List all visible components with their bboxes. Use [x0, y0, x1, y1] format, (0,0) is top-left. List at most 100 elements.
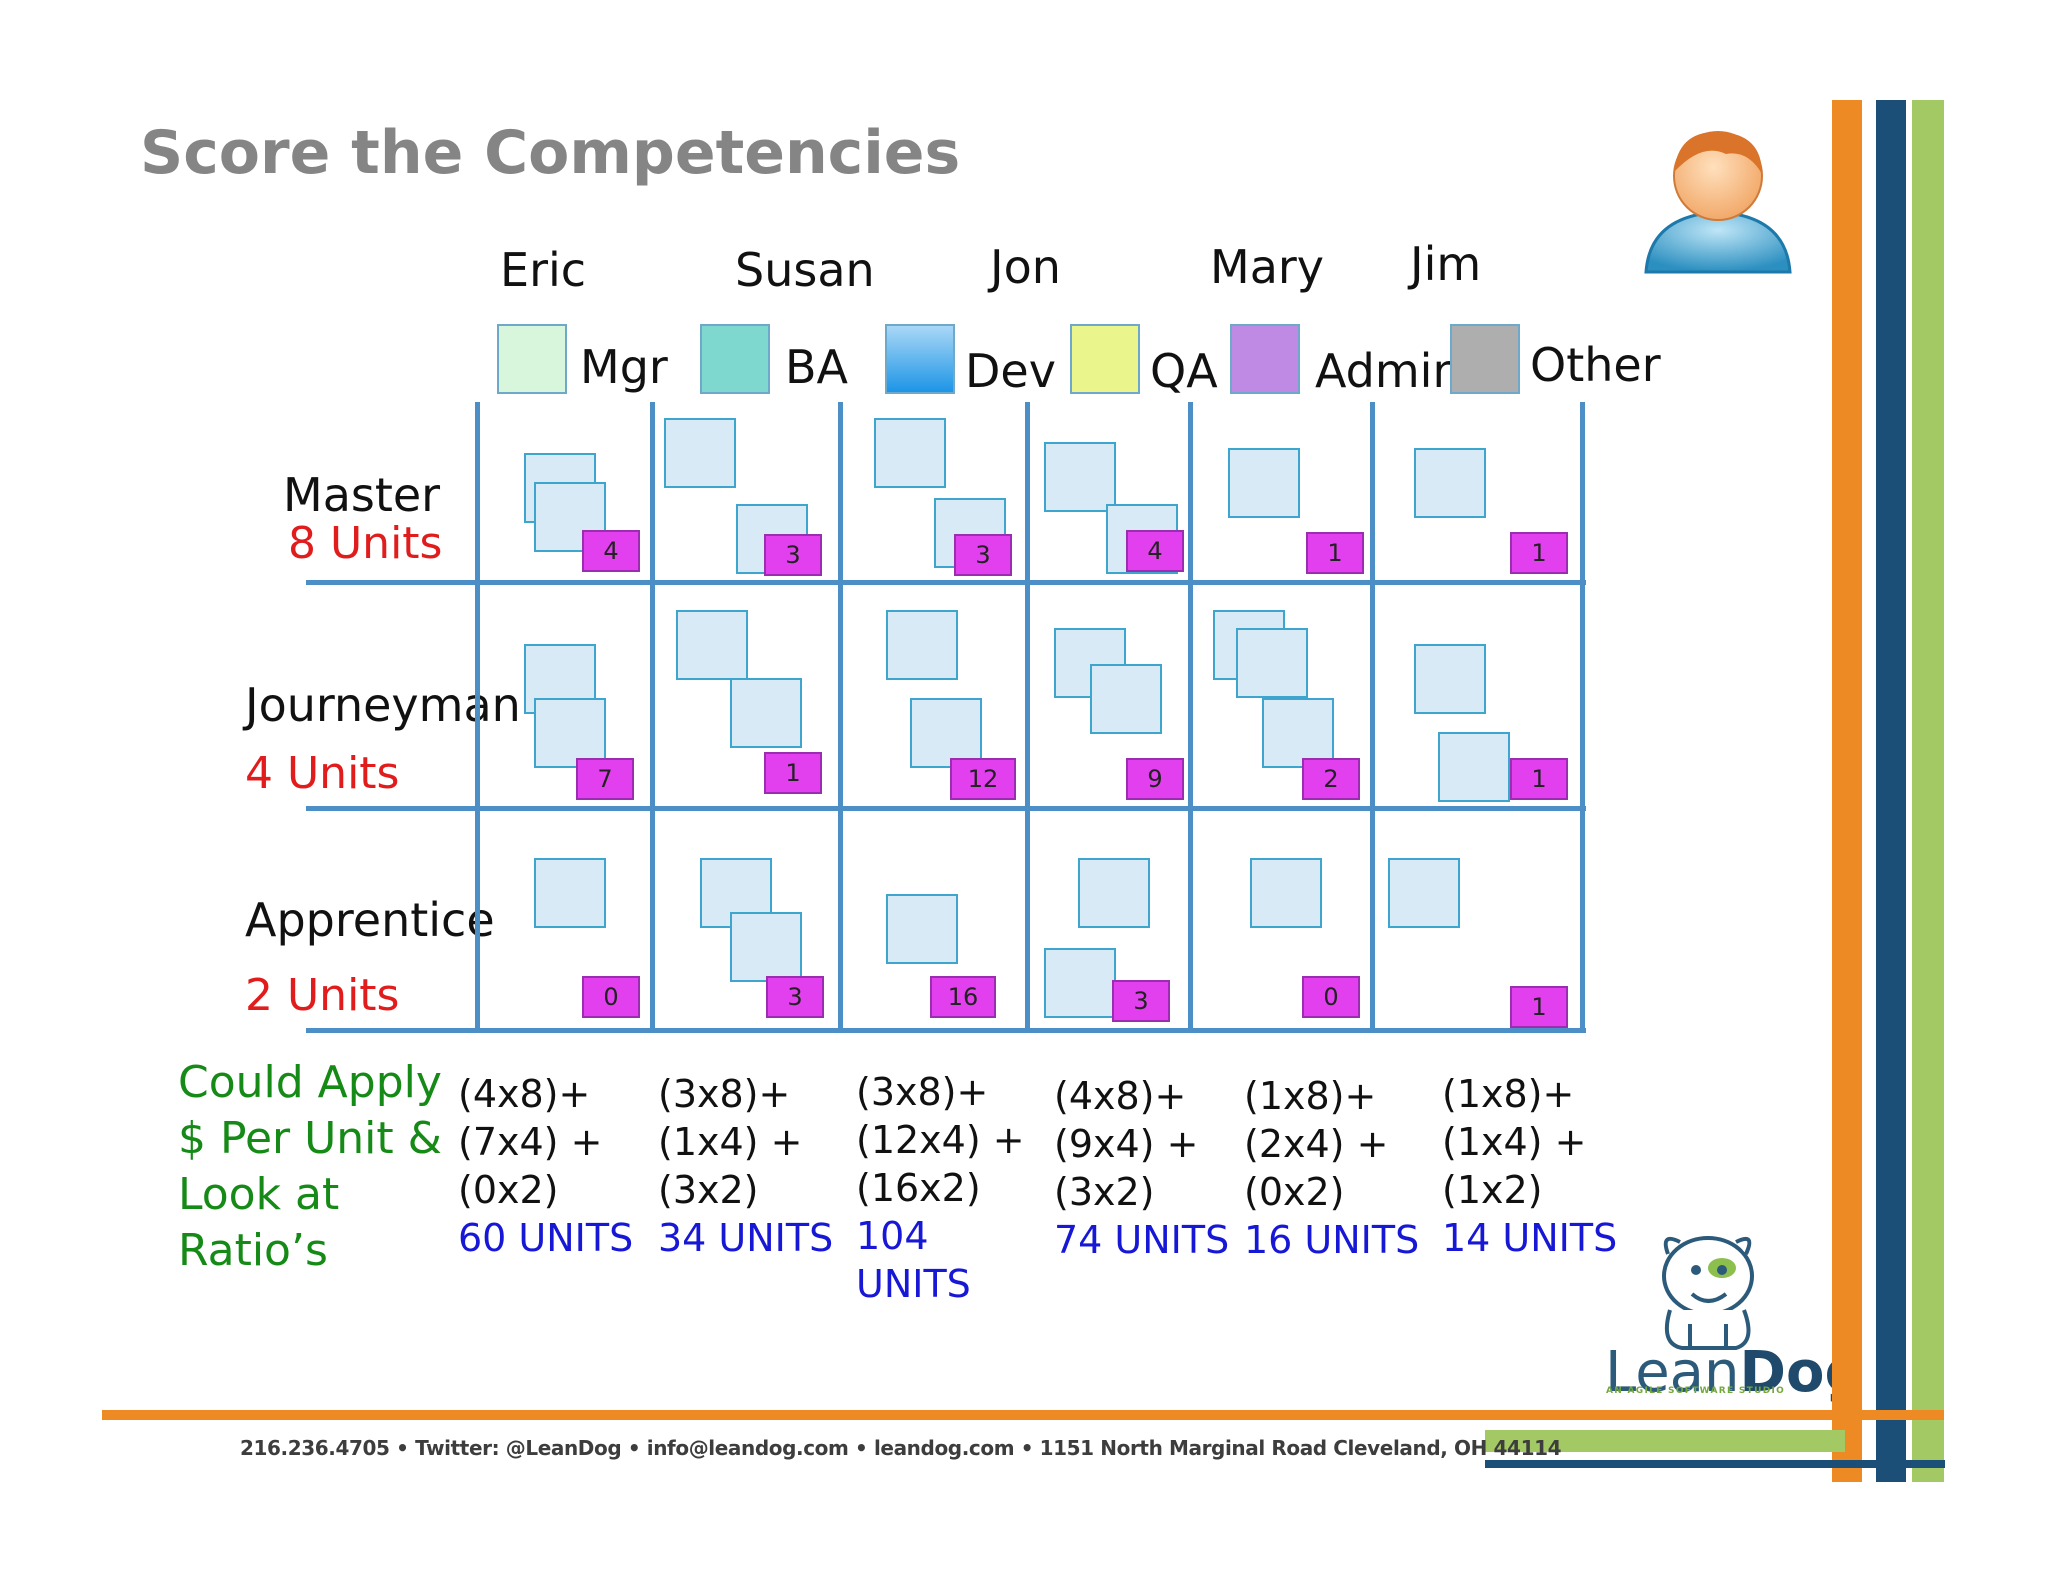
- count-badge: 1: [1510, 986, 1568, 1028]
- formula-master-term: (4x8)+: [1054, 1074, 1187, 1118]
- competency-card: [730, 912, 802, 982]
- grid-column-divider: [838, 402, 843, 1032]
- competency-card: [1438, 732, 1510, 802]
- person-eric: Eric: [500, 243, 587, 297]
- competency-card: [534, 858, 606, 928]
- legend-label-mgr: Mgr: [580, 340, 668, 394]
- ratio-note-line: Could Apply: [178, 1057, 442, 1108]
- formula-jon: (3x8)+ (12x4) + (16x2) 104 UNITS: [856, 1068, 1025, 1308]
- formula-apprentice-term: (1x2): [1442, 1168, 1543, 1212]
- competency-card: [1236, 628, 1308, 698]
- count-badge: 1: [1306, 532, 1364, 574]
- legend-label-qa: QA: [1150, 344, 1218, 398]
- competency-card: [886, 894, 958, 964]
- count-badge: 4: [1126, 530, 1184, 572]
- formula-master-term: (1x8)+: [1442, 1072, 1575, 1116]
- formula-journeyman-term: (12x4) +: [856, 1118, 1025, 1162]
- competency-card: [886, 610, 958, 680]
- decorative-stripe-orange: [1832, 100, 1862, 1482]
- person-susan: Susan: [735, 243, 875, 297]
- grid-row-divider: [306, 580, 1586, 585]
- legend-swatch-qa: [1070, 324, 1140, 394]
- competency-card: [1388, 858, 1460, 928]
- footer-rule-orange: [102, 1410, 1944, 1420]
- competency-card: [730, 678, 802, 748]
- count-badge: 3: [764, 534, 822, 576]
- ratio-note: Could Apply $ Per Unit & Look at Ratio’s: [178, 1058, 442, 1276]
- count-badge: 7: [576, 758, 634, 800]
- person-mary: Mary: [1210, 240, 1325, 294]
- grid-column-divider: [475, 402, 480, 1032]
- count-badge: 0: [582, 976, 640, 1018]
- formula-total: 104 UNITS: [856, 1214, 971, 1306]
- legend-swatch-mgr: [497, 324, 567, 394]
- legend-label-ba: BA: [785, 340, 849, 394]
- count-badge: 3: [954, 534, 1012, 576]
- formula-journeyman-term: (1x4) +: [658, 1120, 803, 1164]
- legend-label-dev: Dev: [965, 344, 1056, 398]
- ratio-note-line: Ratio’s: [178, 1225, 328, 1276]
- formula-total: 34 UNITS: [658, 1216, 834, 1260]
- level-apprentice-units: 2 Units: [245, 970, 400, 1021]
- competency-card: [1414, 448, 1486, 518]
- formula-master-term: (1x8)+: [1244, 1074, 1377, 1118]
- count-badge: 1: [1510, 532, 1568, 574]
- formula-journeyman-term: (1x4) +: [1442, 1120, 1587, 1164]
- competency-grid: 4 3 3 4 1 1 7 1 12 9 2 1 0 3 16 3 0 1: [300, 400, 1590, 1040]
- grid-column-divider: [1025, 402, 1030, 1032]
- person-jim: Jim: [1410, 237, 1482, 291]
- decorative-stripe-green: [1912, 100, 1944, 1482]
- legend-label-other: Other: [1530, 338, 1661, 392]
- grid-column-divider: [650, 402, 655, 1032]
- grid-column-divider: [1188, 402, 1193, 1032]
- formula-admin-col: (1x8)+ (2x4) + (0x2) 16 UNITS: [1244, 1072, 1419, 1264]
- count-badge: 1: [1510, 758, 1568, 800]
- level-journeyman: Journeyman: [245, 678, 521, 732]
- competency-card: [534, 698, 606, 768]
- footer-rule-navy: [1485, 1460, 1945, 1468]
- grid-row-divider: [306, 806, 1586, 811]
- formula-mary: (4x8)+ (9x4) + (3x2) 74 UNITS: [1054, 1072, 1229, 1264]
- legend-swatch-other: [1450, 324, 1520, 394]
- formula-apprentice-term: (16x2): [856, 1166, 981, 1210]
- count-badge: 0: [1302, 976, 1360, 1018]
- grid-column-divider: [1370, 402, 1375, 1032]
- grid-column-divider: [1580, 402, 1585, 1032]
- logo-tagline: AN AGILE SOFTWARE STUDIO: [1606, 1386, 1786, 1396]
- formula-journeyman-term: (7x4) +: [458, 1120, 603, 1164]
- formula-master-term: (3x8)+: [856, 1070, 989, 1114]
- formula-susan: (3x8)+ (1x4) + (3x2) 34 UNITS: [658, 1070, 833, 1262]
- level-apprentice: Apprentice: [245, 893, 495, 947]
- count-badge: 4: [582, 530, 640, 572]
- competency-card: [910, 698, 982, 768]
- count-badge: 2: [1302, 758, 1360, 800]
- legend-swatch-dev: [885, 324, 955, 394]
- formula-total: 14 UNITS: [1442, 1216, 1618, 1260]
- level-master: Master: [283, 468, 441, 522]
- person-jon: Jon: [990, 240, 1061, 294]
- user-avatar-icon: [1638, 120, 1798, 280]
- level-master-units: 8 Units: [288, 518, 443, 569]
- footer-rule-green: [1485, 1430, 1845, 1452]
- decorative-stripe-navy: [1876, 100, 1906, 1482]
- count-badge: 9: [1126, 758, 1184, 800]
- legend-swatch-admin: [1230, 324, 1300, 394]
- ratio-note-line: $ Per Unit &: [178, 1113, 442, 1164]
- competency-card: [1250, 858, 1322, 928]
- ratio-note-line: Look at: [178, 1169, 340, 1220]
- formula-master-term: (4x8)+: [458, 1072, 591, 1116]
- logo-word-lean: Lean: [1605, 1340, 1740, 1405]
- formula-apprentice-term: (3x2): [1054, 1170, 1155, 1214]
- count-badge: 3: [766, 976, 824, 1018]
- count-badge: 3: [1112, 980, 1170, 1022]
- formula-journeyman-term: (2x4) +: [1244, 1122, 1389, 1166]
- formula-journeyman-term: (9x4) +: [1054, 1122, 1199, 1166]
- competency-card: [874, 418, 946, 488]
- competency-card: [1228, 448, 1300, 518]
- competency-card: [1078, 858, 1150, 928]
- competency-card: [1044, 442, 1116, 512]
- grid-row-divider: [306, 1028, 1586, 1033]
- level-journeyman-units: 4 Units: [245, 748, 400, 799]
- competency-card: [1090, 664, 1162, 734]
- legend-swatch-ba: [700, 324, 770, 394]
